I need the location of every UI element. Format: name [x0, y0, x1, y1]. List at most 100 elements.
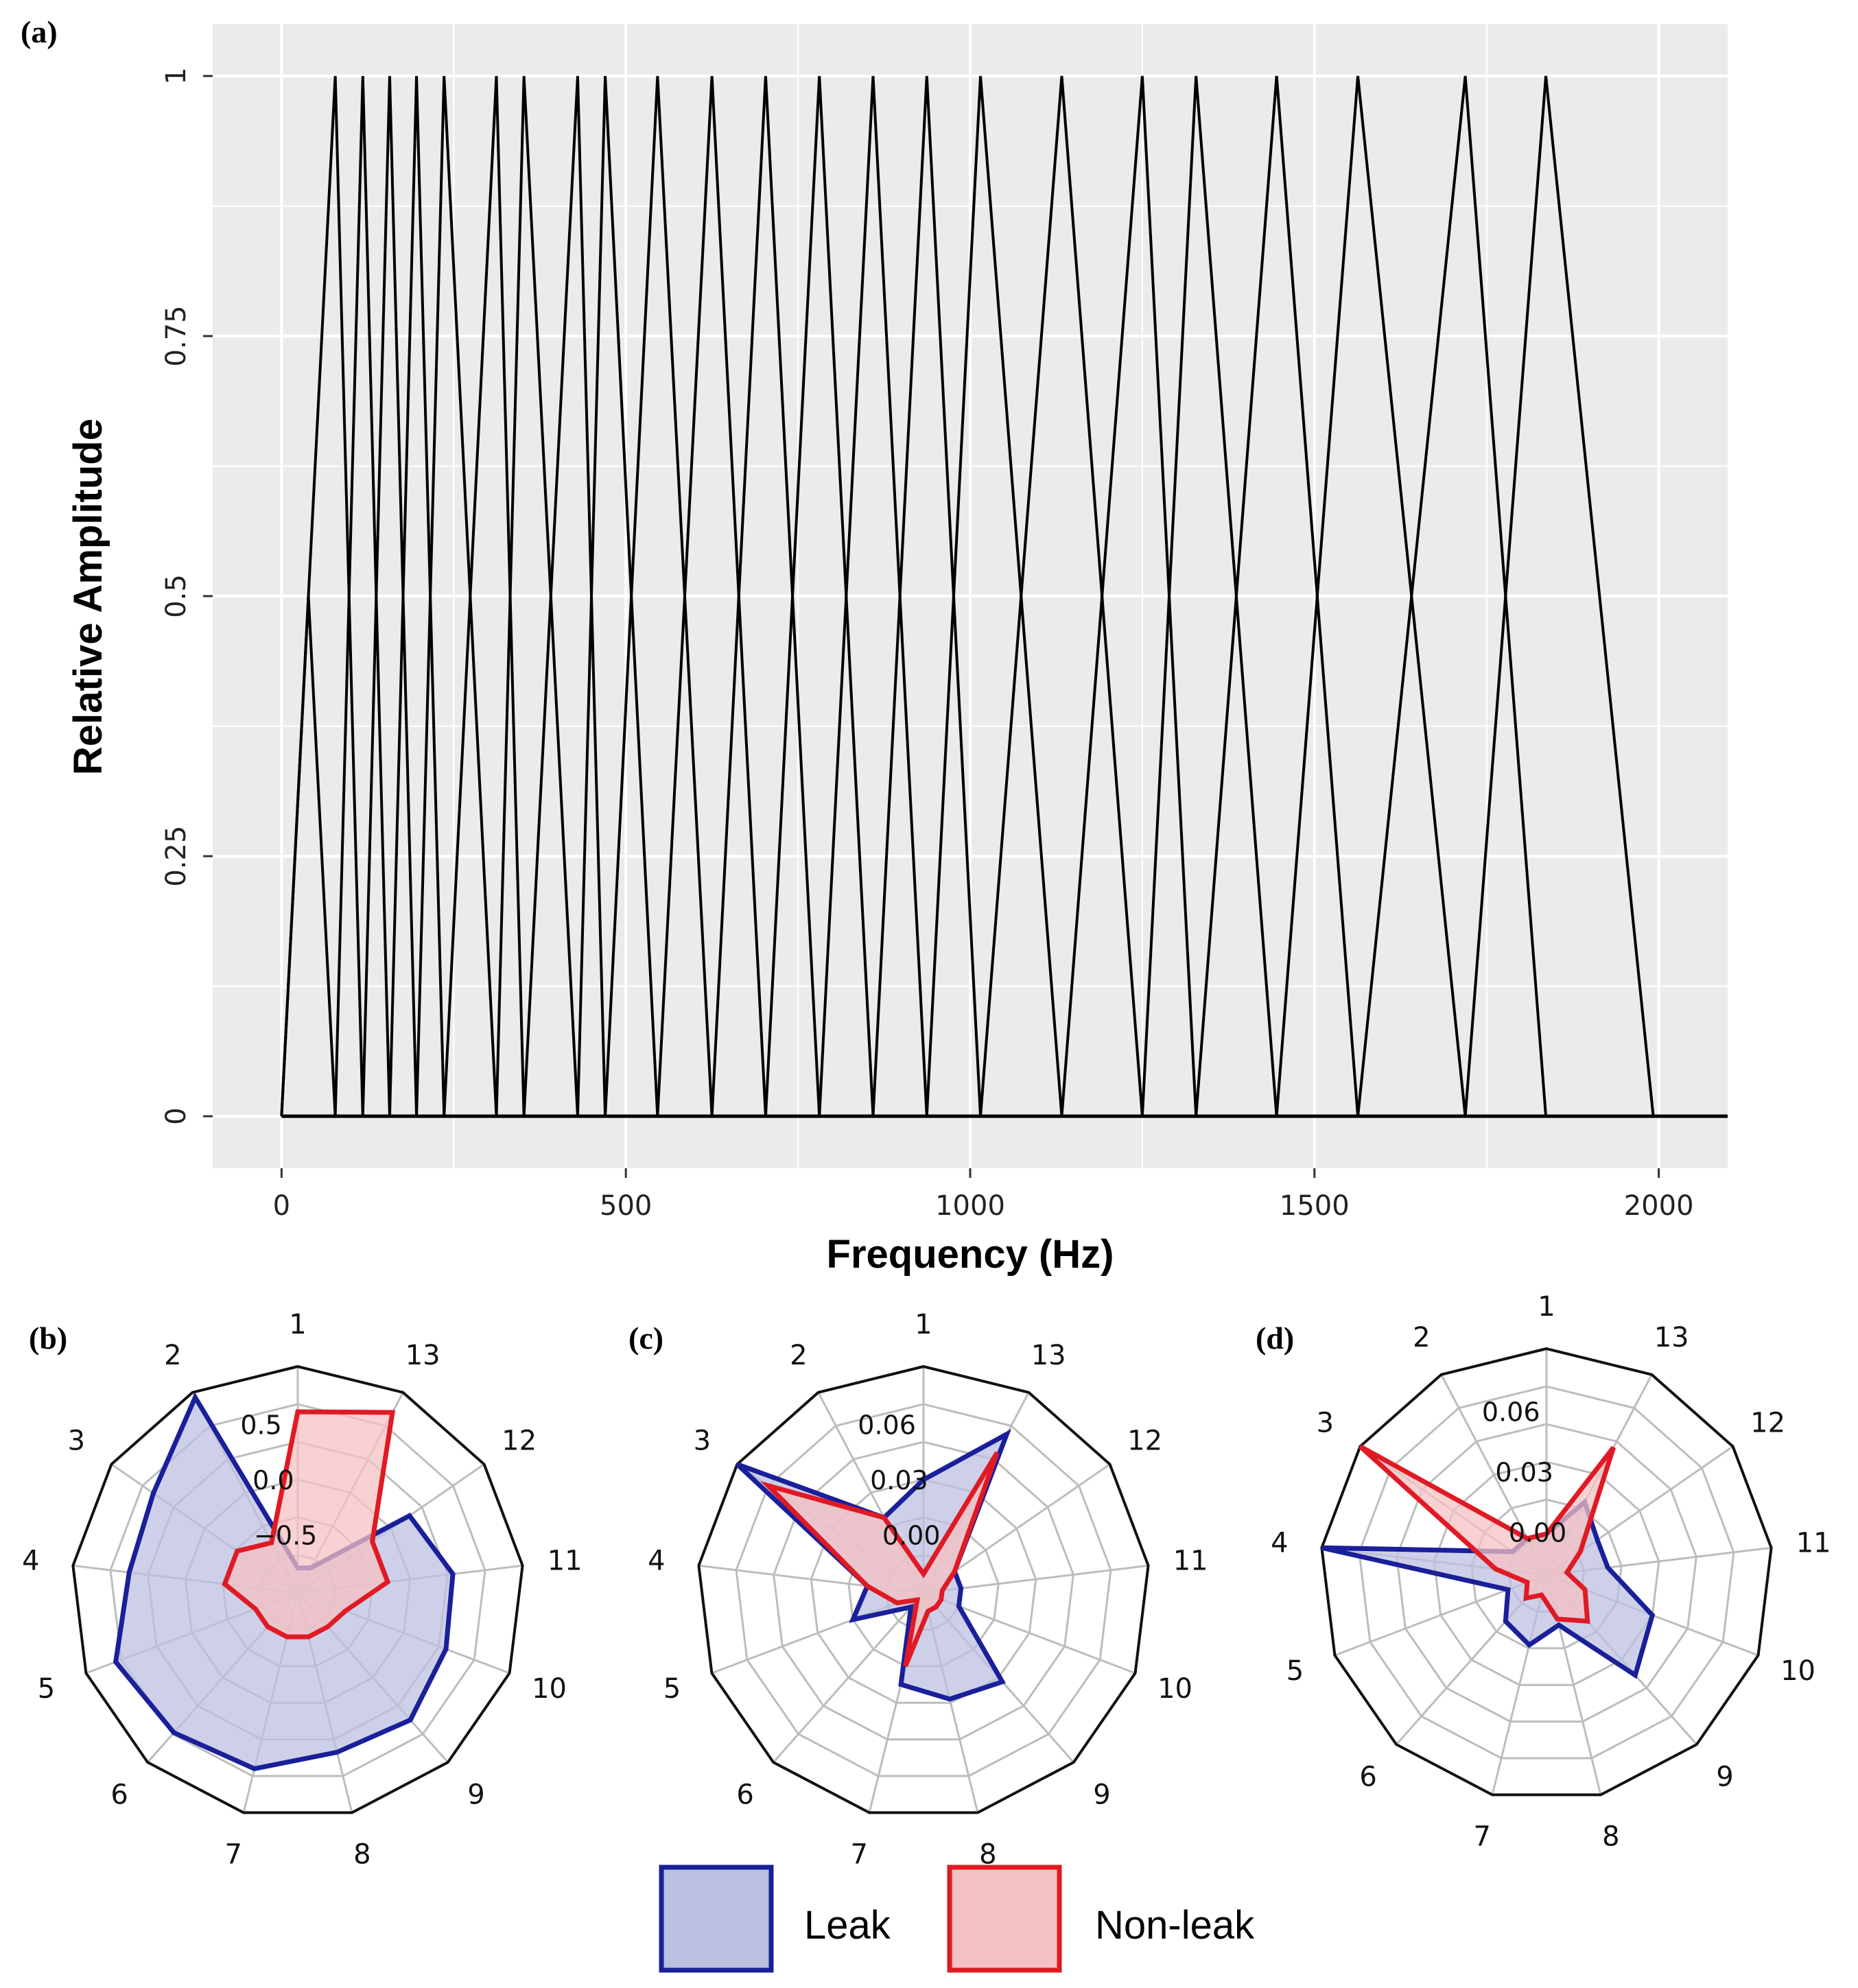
y-axis-title: Relative Amplitude	[66, 418, 110, 775]
panel-a-y-ticks: 0 0.25 0.5 0.75 1	[161, 67, 213, 1125]
filter-triangle-2	[333, 75, 391, 1117]
radar-axis-label: 5	[38, 1673, 55, 1705]
radar-axis-label: 13	[405, 1340, 440, 1371]
radar-frame	[71, 1364, 524, 1814]
radar-axis-label: 7	[850, 1839, 867, 1871]
radar-axis-label: 5	[1286, 1655, 1304, 1687]
radar-ring-label: 0.5	[240, 1410, 281, 1440]
radar-axis-label: 3	[1317, 1407, 1334, 1439]
radar-frame	[1320, 1347, 1773, 1797]
radar-ring-label: 0.00	[882, 1520, 941, 1550]
panel-a-label: (a)	[21, 14, 58, 49]
x-tick-label: 500	[600, 1190, 652, 1222]
radar-ring-label: −0.5	[254, 1520, 317, 1550]
panel-c-label: (c)	[628, 1321, 663, 1356]
legend-leak-swatch	[659, 1865, 774, 1973]
filter-triangle-14	[818, 75, 928, 1117]
filter-triangle-21	[1275, 75, 1467, 1117]
x-axis-title: Frequency (Hz)	[827, 1232, 1114, 1277]
radar-axis-label: 12	[502, 1425, 537, 1456]
filter-triangle-13	[764, 75, 875, 1117]
radar-axis-label: 1	[1538, 1291, 1555, 1323]
radar-axis-label: 1	[915, 1309, 932, 1340]
y-tick-label: 0.25	[161, 826, 192, 887]
filter-triangle-23	[1463, 75, 1655, 1117]
radar-axis-label: 10	[532, 1673, 567, 1705]
filter-triangle-20	[1195, 75, 1360, 1117]
filter-triangle-16	[925, 75, 1063, 1117]
x-tick-label: 0	[273, 1190, 290, 1222]
radar-axis-label: 7	[224, 1839, 242, 1871]
radar-axis-label: 6	[736, 1779, 753, 1810]
y-tick-label: 0.75	[161, 305, 192, 366]
radar-axis-label: 12	[1750, 1407, 1785, 1439]
radar-axis-label: 13	[1654, 1322, 1689, 1353]
panel-a-mel-filterbank: (a) 0 500 1000 1500 2000 0 0.25 0.5 0.75 1 Frequ…	[21, 14, 1728, 1277]
radar-axis-label: 6	[1359, 1761, 1376, 1792]
radar-ring-label: 0.06	[858, 1410, 916, 1440]
radar-axis-label: 12	[1127, 1425, 1162, 1456]
radar-axis-label: 9	[1093, 1779, 1110, 1810]
radar-axis-label: 4	[648, 1546, 665, 1577]
filter-triangle-5	[415, 75, 498, 1117]
y-tick-label: 0.5	[161, 574, 192, 618]
legend-leak-label: Leak	[804, 1903, 891, 1948]
radar-axis-label: 6	[110, 1779, 128, 1810]
panel-a-filter-lines	[280, 75, 1728, 1118]
filter-triangle-18	[1060, 75, 1198, 1117]
panel-a-x-ticks: 0 500 1000 1500 2000	[273, 1168, 1694, 1222]
radar-axis-label: 1	[289, 1309, 306, 1340]
radar-axis-label: 8	[353, 1839, 371, 1871]
filter-triangle-7	[495, 75, 579, 1117]
filter-triangle-9	[576, 75, 659, 1117]
radar-axis-label: 10	[1780, 1655, 1815, 1687]
y-tick-label: 0	[161, 1107, 192, 1124]
radar-series-non-leak	[760, 1451, 1000, 1668]
legend-nonleak-label: Non-leak	[1095, 1903, 1255, 1948]
radar-axis-label: 9	[1716, 1761, 1733, 1792]
radar-axis-label: 8	[1602, 1821, 1619, 1853]
filter-triangle-15	[871, 75, 983, 1117]
x-tick-label: 1500	[1280, 1190, 1350, 1222]
radar-axis-label: 11	[1796, 1528, 1831, 1559]
filter-triangle-11	[656, 75, 767, 1117]
filter-triangle-17	[979, 75, 1144, 1117]
panel-d-label: (d)	[1256, 1321, 1294, 1356]
radar-spoke	[773, 1592, 925, 1764]
filter-triangle-8	[522, 75, 607, 1117]
radar-axis-label: 2	[164, 1340, 181, 1371]
radar-axis-label: 2	[1413, 1322, 1430, 1353]
radar-series-non-leak	[222, 1409, 396, 1640]
x-tick-label: 1000	[935, 1190, 1005, 1222]
filter-triangle-6	[443, 75, 526, 1117]
radar-axis-label: 4	[22, 1546, 39, 1577]
radar-ring	[109, 1403, 486, 1777]
radar-ring-label: 0.00	[1509, 1517, 1567, 1548]
radar-axis-label: 2	[790, 1340, 807, 1371]
legend: Leak Non-leak	[659, 1865, 1255, 1973]
radar-axis-label: 3	[694, 1425, 711, 1456]
radar-axis-label: 7	[1473, 1821, 1490, 1853]
radar-ring-label: 0.03	[1495, 1458, 1553, 1488]
panel-b-label: (b)	[29, 1321, 67, 1356]
radar-axis-label: 4	[1271, 1528, 1288, 1559]
radar-ring	[735, 1403, 1112, 1777]
radar-axis-label: 10	[1157, 1673, 1192, 1705]
radar-frame	[697, 1364, 1150, 1814]
y-tick-label: 1	[161, 67, 192, 84]
x-tick-label: 2000	[1624, 1190, 1694, 1222]
filter-triangle-22	[1356, 75, 1548, 1117]
radar-series-non-leak	[1359, 1444, 1616, 1624]
radar-axis-label: 5	[663, 1673, 681, 1705]
filter-triangle-0	[280, 595, 337, 1117]
filter-triangle-19	[1140, 75, 1278, 1117]
radar-ring-label: 0.0	[252, 1465, 294, 1495]
radar-ring-label: 0.03	[870, 1465, 928, 1495]
